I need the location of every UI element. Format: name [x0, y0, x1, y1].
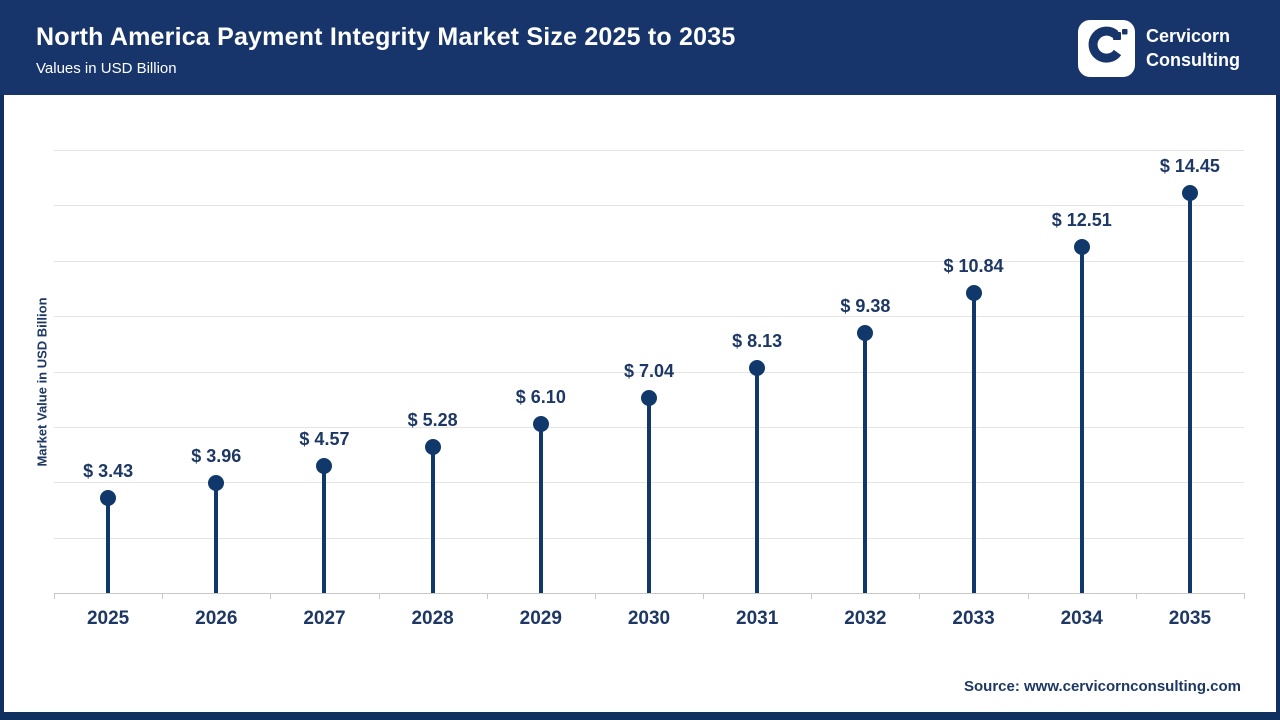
data-point-dot — [1181, 184, 1198, 201]
data-point-dot — [749, 359, 766, 376]
data-point-dot — [857, 325, 874, 342]
data-point-value-label: $ 10.84 — [943, 255, 1004, 276]
gridline — [54, 150, 1244, 151]
data-point-value-label: $ 7.04 — [623, 361, 675, 382]
brand-name-line2: Consulting — [1146, 50, 1240, 70]
page-subtitle: Values in USD Billion — [36, 60, 177, 77]
gridline — [54, 205, 1244, 207]
brand-name: Cervicorn Consulting — [1146, 24, 1240, 72]
x-axis-category-label: 2035 — [1168, 608, 1212, 629]
lollipop-stem — [755, 367, 760, 593]
brand-logo — [1078, 20, 1135, 77]
header-band: North America Payment Integrity Market S… — [0, 0, 1280, 95]
lollipop-stem — [106, 498, 111, 593]
x-axis-category-label: 2030 — [627, 608, 671, 629]
data-point-value-label: $ 14.45 — [1159, 155, 1220, 176]
x-axis-category-label: 2029 — [519, 608, 562, 629]
brand-name-line1: Cervicorn — [1146, 26, 1231, 46]
x-axis-category-label: 2031 — [736, 608, 779, 629]
gridline — [54, 316, 1244, 318]
data-point-value-label: $ 4.57 — [299, 429, 350, 450]
x-axis-line — [54, 593, 1244, 594]
x-axis-tick — [703, 593, 705, 599]
x-axis-category-label: 2028 — [411, 608, 454, 629]
x-axis-tick — [1027, 593, 1029, 599]
data-point-value-label: $ 3.96 — [191, 446, 242, 467]
data-point-value-label: $ 8.13 — [732, 330, 783, 351]
lollipop-stem — [538, 424, 543, 593]
x-axis-tick — [1135, 593, 1137, 599]
x-axis-category-label: 2033 — [952, 608, 995, 629]
gridline — [54, 371, 1244, 373]
data-point-dot — [965, 284, 982, 301]
plot-area: $ 3.43 $ 3.96 $ 4.57 $ 5.28 $ 6.10 $ 7.04 $ 8.… — [54, 150, 1244, 593]
x-axis-tick — [919, 593, 921, 599]
data-point-value-label: $ 9.38 — [840, 296, 891, 317]
x-axis-tick — [1244, 593, 1245, 599]
lollipop-stem — [1079, 246, 1084, 593]
lollipop-stem — [430, 446, 435, 593]
data-point-value-label: $ 5.28 — [407, 409, 458, 430]
x-axis-tick — [162, 593, 164, 599]
x-axis-category-label: 2034 — [1060, 608, 1103, 629]
x-axis-tick — [486, 593, 488, 599]
lollipop-stem — [214, 483, 219, 593]
data-point-dot — [100, 490, 117, 507]
lollipop-stem — [322, 466, 327, 593]
data-point-dot — [208, 475, 225, 492]
data-point-value-label: $ 6.10 — [515, 387, 566, 408]
x-axis-tick — [54, 593, 55, 599]
x-axis-category-label: 2032 — [844, 608, 887, 629]
data-point-dot — [316, 458, 333, 475]
data-point-dot — [532, 416, 549, 433]
page-title: North America Payment Integrity Market S… — [36, 23, 736, 51]
x-axis-tick — [378, 593, 380, 599]
lollipop-stem — [1187, 192, 1192, 593]
x-axis-category-label: 2025 — [86, 608, 130, 629]
x-axis-tick — [594, 593, 596, 599]
x-axis-category-label: 2027 — [303, 608, 346, 629]
cervicorn-c-icon — [1084, 24, 1129, 74]
data-point-value-label: $ 12.51 — [1051, 209, 1112, 230]
y-axis-title: Market Value in USD Billion — [34, 297, 50, 467]
data-point-dot — [641, 390, 657, 407]
x-axis-tick — [811, 593, 813, 599]
data-point-dot — [1073, 238, 1090, 255]
data-point-value-label: $ 3.43 — [83, 461, 134, 482]
source-note: Source: www.cervicornconsulting.com — [963, 678, 1241, 695]
data-point-dot — [424, 438, 441, 455]
x-axis-tick — [270, 593, 272, 599]
x-axis-category-label: 2026 — [195, 608, 238, 629]
gridline — [54, 260, 1244, 262]
lollipop-stem — [863, 333, 868, 593]
lollipop-stem — [971, 292, 976, 593]
lollipop-stem — [647, 398, 651, 593]
